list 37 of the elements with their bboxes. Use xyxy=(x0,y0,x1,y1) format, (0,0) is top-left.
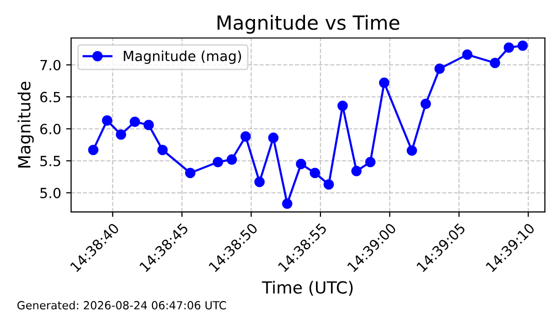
point xyxy=(268,132,279,143)
point xyxy=(324,179,334,190)
point xyxy=(420,98,431,110)
point xyxy=(88,144,98,156)
y-axis-title: Magnitude xyxy=(18,82,34,168)
y-tick-label: 6.5 xyxy=(40,92,60,102)
x-axis-title: Time (UTC) xyxy=(262,280,353,296)
text: Generated: 2026-08-24 06:47:06 UTC xyxy=(17,300,226,310)
point xyxy=(240,131,251,142)
y-tick-label: 7.0 xyxy=(40,60,60,70)
y-tick-label: 6.0 xyxy=(40,124,60,134)
point xyxy=(365,156,376,168)
chart-title: Magnitude vs Time xyxy=(218,14,400,34)
point xyxy=(282,198,292,209)
point xyxy=(254,176,265,188)
point xyxy=(185,168,196,178)
point xyxy=(462,49,472,60)
point xyxy=(504,42,514,53)
point xyxy=(351,166,362,176)
point xyxy=(212,156,224,168)
point xyxy=(490,58,500,68)
legend-label: Magnitude (mag) xyxy=(124,50,242,64)
point xyxy=(130,116,140,127)
point xyxy=(296,158,306,170)
y-tick-label: 5.0 xyxy=(40,188,60,198)
point xyxy=(157,144,168,156)
y-tick-label: 5.5 xyxy=(40,156,60,166)
point xyxy=(406,145,418,156)
point xyxy=(310,168,320,178)
point xyxy=(116,129,126,140)
point xyxy=(517,40,528,51)
point xyxy=(434,63,445,74)
point xyxy=(378,78,390,88)
point xyxy=(143,120,154,130)
point xyxy=(337,100,348,111)
point xyxy=(102,115,112,126)
point xyxy=(226,154,238,165)
